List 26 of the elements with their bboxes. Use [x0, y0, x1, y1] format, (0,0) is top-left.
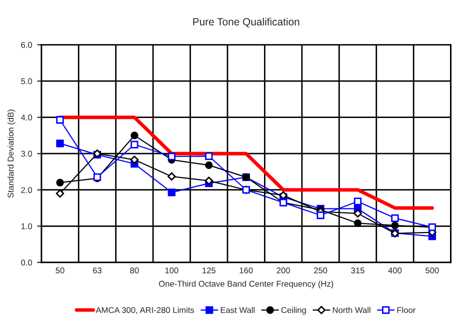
y-tick-label: 6.0 — [21, 42, 32, 48]
y-tick-label: 5.0 — [21, 78, 32, 84]
legend-label: East Wall — [220, 306, 255, 314]
x-tick-label: 63 — [93, 267, 102, 274]
legend-label: Ceiling — [281, 306, 306, 315]
y-tick-label: 3.0 — [21, 150, 32, 157]
x-axis-title: One-Third Octave Band Center Frequency (Hz) — [158, 280, 334, 288]
chart-title: Pure Tone Qualification — [193, 18, 300, 28]
x-tick-label: 200 — [276, 267, 290, 274]
y-tick-label: 4.0 — [20, 114, 32, 120]
x-tick-label: 500 — [426, 267, 439, 274]
x-tick-label: 125 — [202, 267, 216, 274]
x-tick-label: 250 — [314, 267, 328, 274]
legend-label: Floor — [397, 306, 416, 314]
legend-label: North Wall — [332, 306, 370, 314]
x-tick-label: 50 — [56, 267, 64, 274]
y-axis-title: Standard Deviation (dB) — [7, 110, 16, 198]
y-tick-label: 2.0 — [21, 187, 32, 193]
x-tick-label: 160 — [240, 267, 253, 274]
x-tick-label: 80 — [130, 267, 139, 274]
y-tick-label: 1.0 — [21, 223, 32, 230]
x-tick-label: 315 — [351, 267, 364, 274]
legend-label: AMCA 300, ARI-280 Limits — [96, 306, 194, 314]
y-tick-label: 0.0 — [21, 260, 32, 266]
x-tick-label: 100 — [165, 267, 178, 274]
x-tick-label: 400 — [388, 267, 402, 274]
